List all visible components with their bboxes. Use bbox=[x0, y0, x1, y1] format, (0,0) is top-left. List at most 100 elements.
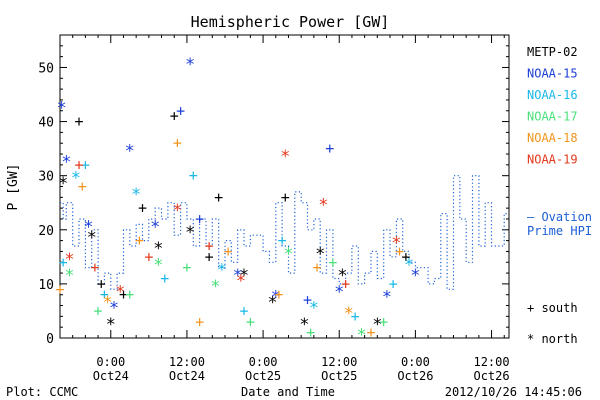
data-point: * bbox=[64, 250, 74, 270]
y-axis-label: P [GW] bbox=[6, 164, 21, 211]
data-point: + bbox=[395, 242, 404, 260]
data-point: * bbox=[372, 315, 382, 335]
legend-item: NOAA-19 bbox=[527, 153, 578, 167]
x-tick-label-date: Oct24 bbox=[169, 369, 205, 383]
ovation-legend-line2: Prime HPI bbox=[527, 224, 592, 238]
data-point: * bbox=[344, 304, 354, 324]
x-tick-label-time: 12:00 bbox=[321, 355, 357, 369]
x-tick-label-date: Oct25 bbox=[245, 369, 281, 383]
x-tick-labels: 0:00Oct2412:00Oct240:00Oct2512:00Oct250:… bbox=[93, 355, 510, 383]
data-point: * bbox=[404, 255, 414, 275]
y-tick-label: 30 bbox=[38, 170, 54, 185]
y-tick-label: 0 bbox=[46, 332, 54, 347]
data-point: + bbox=[341, 275, 350, 293]
data-point: + bbox=[240, 302, 249, 320]
data-point: * bbox=[280, 147, 290, 167]
legend-item: NOAA-16 bbox=[527, 88, 578, 102]
satellite-legend: METP-02 NOAA-15 NOAA-16 NOAA-17 NOAA-18 NOAA-… bbox=[527, 45, 578, 167]
data-point: + bbox=[303, 291, 312, 309]
data-point: + bbox=[313, 259, 322, 277]
data-point: * bbox=[131, 185, 141, 205]
data-point: + bbox=[94, 302, 103, 320]
x-tick-label-date: Oct24 bbox=[93, 369, 129, 383]
x-tick-label-date: Oct26 bbox=[473, 369, 509, 383]
data-point: + bbox=[325, 140, 334, 158]
data-point: * bbox=[299, 315, 309, 335]
data-point: + bbox=[195, 313, 204, 331]
data-point: * bbox=[109, 299, 119, 319]
legend-item: NOAA-18 bbox=[527, 131, 578, 145]
y-tick-label: 20 bbox=[38, 224, 54, 239]
data-point: + bbox=[182, 259, 191, 277]
data-point: * bbox=[58, 174, 68, 194]
data-point: + bbox=[97, 275, 106, 293]
data-point: + bbox=[75, 113, 84, 131]
data-point: * bbox=[102, 293, 112, 313]
x-tick-label-time: 0:00 bbox=[401, 355, 430, 369]
axis-ticks bbox=[59, 35, 509, 339]
data-point: * bbox=[267, 293, 277, 313]
plot-credit: Plot: CCMC bbox=[6, 385, 78, 399]
x-tick-label-date: Oct25 bbox=[321, 369, 357, 383]
data-point: + bbox=[351, 307, 360, 325]
data-point: + bbox=[170, 107, 179, 125]
data-point: + bbox=[205, 248, 214, 266]
timestamp: 2012/10/26 14:45:06 bbox=[445, 385, 582, 399]
data-point: + bbox=[278, 232, 287, 250]
data-point: + bbox=[246, 313, 255, 331]
data-point: + bbox=[205, 237, 214, 255]
data-point: + bbox=[81, 156, 90, 174]
data-point: + bbox=[224, 242, 233, 260]
data-point: + bbox=[100, 286, 109, 304]
north-marker-legend: * north bbox=[527, 332, 578, 346]
data-point: * bbox=[64, 266, 74, 286]
data-point: * bbox=[283, 244, 293, 264]
data-point: * bbox=[61, 152, 71, 172]
data-point: * bbox=[153, 255, 163, 275]
data-points: *+*+*++*+*++**+****+******+*+** ++* **+*++… bbox=[55, 55, 420, 346]
data-point: + bbox=[328, 253, 337, 271]
data-point: * bbox=[217, 261, 227, 281]
data-point: * bbox=[315, 244, 325, 264]
data-point: + bbox=[195, 210, 204, 228]
x-tick-label-time: 12:00 bbox=[473, 355, 509, 369]
data-point: + bbox=[189, 167, 198, 185]
data-point: * bbox=[334, 282, 344, 302]
data-point: * bbox=[337, 266, 347, 286]
data-point: + bbox=[176, 102, 185, 120]
data-point: * bbox=[309, 299, 319, 319]
data-point: * bbox=[172, 201, 182, 221]
data-point: * bbox=[153, 239, 163, 259]
data-point: * bbox=[56, 98, 66, 118]
data-point: + bbox=[281, 188, 290, 206]
data-point: + bbox=[144, 248, 153, 266]
data-point: + bbox=[379, 313, 388, 331]
data-point: + bbox=[59, 253, 68, 271]
data-point: * bbox=[185, 223, 195, 243]
y-tick-label: 40 bbox=[38, 116, 54, 131]
data-point: + bbox=[138, 199, 147, 217]
data-point: * bbox=[318, 196, 328, 216]
ovation-legend-line1: — Ovation bbox=[527, 210, 592, 224]
data-point: + bbox=[366, 324, 375, 342]
data-point: * bbox=[125, 142, 135, 162]
y-tick-label: 50 bbox=[38, 61, 54, 76]
data-point: + bbox=[401, 248, 410, 266]
data-point: + bbox=[173, 134, 182, 152]
data-point: + bbox=[274, 286, 283, 304]
data-point: + bbox=[55, 280, 64, 298]
data-point: + bbox=[78, 178, 87, 196]
chart-title: Hemispheric Power [GW] bbox=[191, 13, 390, 31]
south-marker-legend: + south bbox=[527, 301, 578, 315]
data-point: * bbox=[83, 217, 93, 237]
data-point: + bbox=[125, 286, 134, 304]
data-point: * bbox=[271, 288, 281, 308]
legend-item: METP-02 bbox=[527, 45, 578, 59]
data-point: * bbox=[410, 266, 420, 286]
data-point: + bbox=[90, 259, 99, 277]
data-point: * bbox=[185, 55, 195, 75]
data-point: + bbox=[75, 156, 84, 174]
y-tick-labels: 0 10 20 30 40 50 bbox=[38, 61, 54, 347]
data-point: * bbox=[71, 169, 81, 189]
